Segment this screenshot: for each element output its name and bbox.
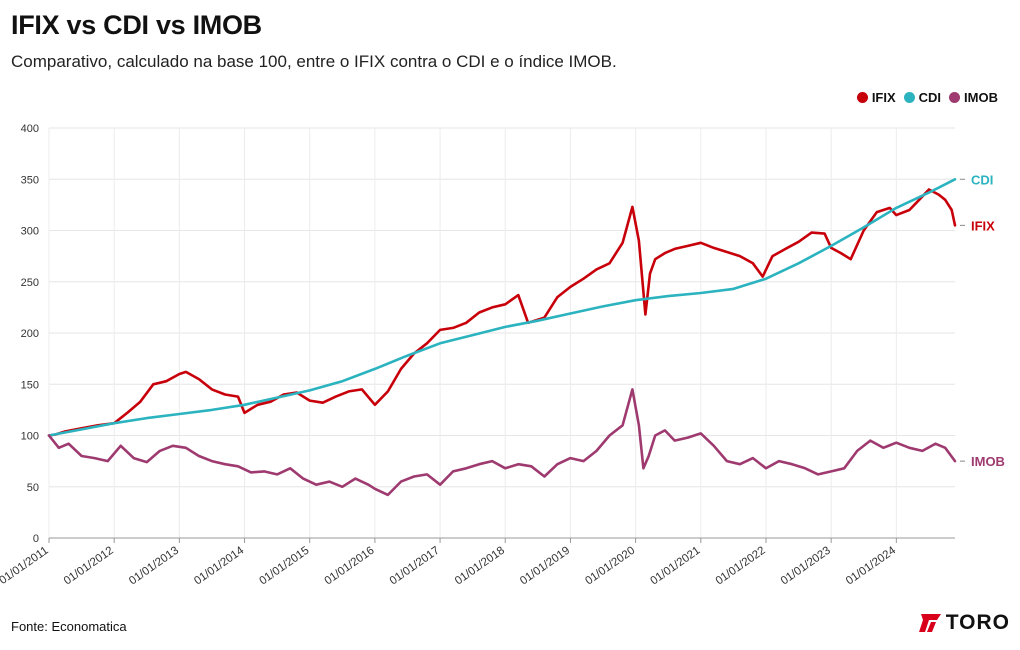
legend-item-imob[interactable]: IMOB bbox=[949, 90, 998, 105]
legend-label-ifix: IFIX bbox=[871, 90, 896, 105]
x-tick-label: 01/01/2021 bbox=[648, 545, 702, 588]
toro-logo[interactable]: TORO bbox=[918, 611, 1010, 635]
x-tick-label: 01/01/2016 bbox=[323, 545, 377, 588]
legend-dot-cdi bbox=[903, 92, 915, 103]
end-label-ifix: IFIX bbox=[971, 218, 995, 233]
legend-dot-imob bbox=[949, 92, 961, 103]
x-tick-label: 01/01/2013 bbox=[127, 545, 181, 588]
y-tick-label: 0 bbox=[33, 533, 39, 545]
series-line-ifix[interactable] bbox=[47, 188, 957, 437]
y-tick-label: 200 bbox=[21, 328, 39, 340]
page-title: IFIX vs CDI vs IMOB bbox=[11, 10, 262, 40]
chart-series bbox=[47, 178, 957, 497]
toro-logo-icon bbox=[918, 614, 941, 632]
end-label-cdi: CDI bbox=[971, 172, 993, 187]
end-label-imob: IMOB bbox=[971, 454, 1005, 469]
x-tick-label: 01/01/2017 bbox=[388, 545, 442, 588]
x-tick-label: 01/01/2015 bbox=[257, 545, 311, 588]
x-tick-label: 01/01/2019 bbox=[518, 545, 572, 588]
x-tick-label: 01/01/2011 bbox=[0, 545, 51, 587]
x-tick-label: 01/01/2012 bbox=[62, 545, 116, 588]
x-tick-label: 01/01/2014 bbox=[192, 544, 247, 587]
y-tick-label: 100 bbox=[21, 431, 39, 443]
x-tick-label: 01/01/2023 bbox=[779, 545, 833, 588]
y-tick-label: 150 bbox=[21, 379, 39, 391]
chart-legend: IFIX CDI IMOB bbox=[856, 90, 998, 105]
legend-item-ifix[interactable]: IFIX bbox=[856, 90, 896, 105]
series-line-cdi[interactable] bbox=[47, 178, 957, 437]
y-tick-label: 300 bbox=[21, 226, 39, 238]
chart-grid bbox=[48, 127, 955, 539]
x-tick-label: 01/01/2024 bbox=[844, 544, 899, 587]
y-tick-label: 400 bbox=[21, 123, 39, 135]
x-tick-label: 01/01/2022 bbox=[714, 545, 768, 588]
x-tick-label: 01/01/2018 bbox=[453, 545, 507, 588]
y-tick-label: 350 bbox=[21, 174, 39, 186]
legend-label-cdi: CDI bbox=[918, 90, 942, 105]
y-tick-label: 250 bbox=[21, 277, 39, 289]
page-subtitle: Comparativo, calculado na base 100, entr… bbox=[11, 52, 617, 71]
source-note: Fonte: Economatica bbox=[11, 619, 127, 634]
series-end-labels: IFIX CDI IMOB bbox=[960, 172, 1005, 469]
series-line-imob[interactable] bbox=[47, 388, 957, 497]
y-tick-label: 50 bbox=[27, 482, 39, 494]
legend-label-imob: IMOB bbox=[964, 90, 998, 105]
toro-logo-text: TORO bbox=[945, 611, 1010, 634]
legend-dot-ifix bbox=[856, 92, 868, 103]
x-axis: 01/01/2011 01/01/2012 01/01/2013 01/01/2014… bbox=[0, 537, 955, 588]
legend-item-cdi[interactable]: CDI bbox=[903, 90, 942, 105]
y-axis: 0 50 100 150 200 250 300 350 400 bbox=[21, 123, 39, 545]
x-tick-label: 01/01/2020 bbox=[583, 545, 637, 588]
